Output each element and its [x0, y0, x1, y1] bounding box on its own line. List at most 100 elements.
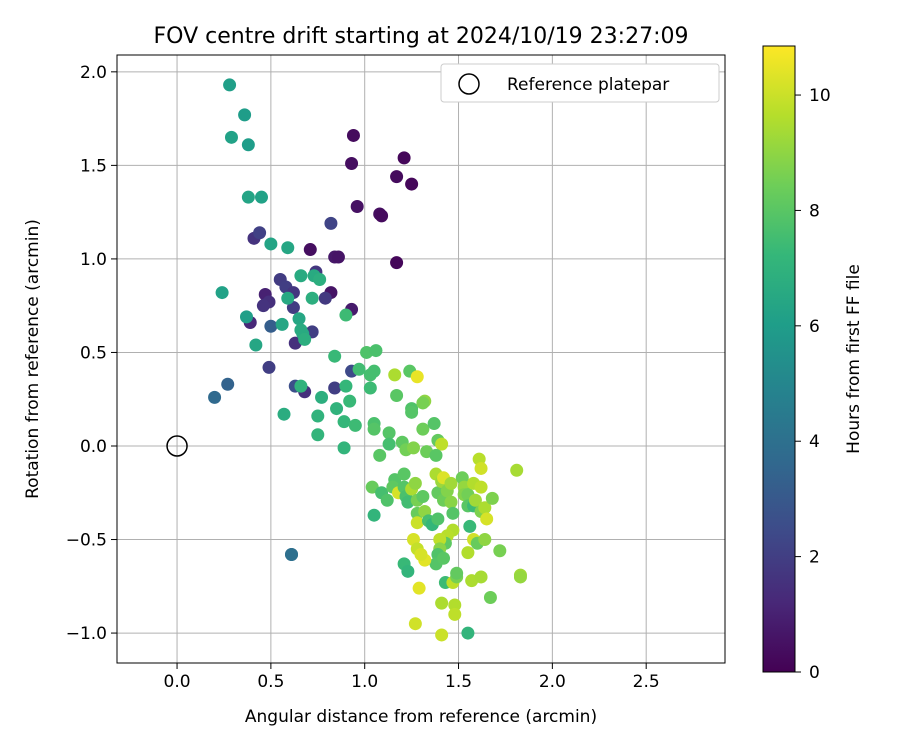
data-point: [305, 291, 319, 305]
data-point: [369, 344, 383, 358]
data-point: [410, 370, 424, 384]
data-point: [294, 379, 308, 393]
data-point: [249, 338, 263, 352]
data-point: [281, 241, 295, 255]
x-tick-label: 0.0: [164, 672, 191, 692]
data-point: [510, 463, 524, 477]
data-point: [315, 390, 329, 404]
data-point: [328, 349, 342, 363]
data-point: [298, 332, 312, 346]
y-tick-label: 2.0: [80, 63, 107, 83]
scatter-points: [208, 78, 527, 642]
data-point: [365, 480, 379, 494]
data-point: [435, 437, 449, 451]
data-point: [318, 291, 332, 305]
data-point: [406, 441, 420, 455]
data-point: [303, 243, 317, 257]
data-point: [367, 508, 381, 522]
data-point: [239, 310, 253, 324]
data-point: [388, 368, 402, 382]
data-point: [337, 415, 351, 429]
data-point: [275, 317, 289, 331]
legend: Reference platepar: [440, 63, 720, 103]
data-point: [416, 396, 430, 410]
data-point: [208, 390, 222, 404]
data-point: [294, 269, 308, 283]
data-point: [337, 441, 351, 455]
data-point: [253, 226, 267, 240]
x-tick-label: 2.5: [633, 672, 660, 692]
y-tick-label: −0.5: [66, 531, 107, 551]
data-point: [461, 546, 475, 560]
data-point: [474, 461, 488, 475]
data-point: [444, 495, 458, 509]
data-point: [431, 512, 445, 526]
data-point: [410, 516, 424, 530]
y-tick-label: 0.0: [80, 437, 107, 457]
data-point: [285, 547, 299, 561]
colorbar-label: Hours from first FF file: [844, 264, 864, 454]
data-point: [433, 533, 447, 547]
data-point: [401, 564, 415, 578]
legend-marker-icon: [458, 73, 480, 95]
data-point: [264, 319, 278, 333]
data-point: [513, 570, 527, 584]
y-axis-ticks: −1.0 −0.5 0.0 0.5 1.0 1.5 2.0: [66, 63, 117, 644]
data-point: [446, 506, 460, 520]
data-point: [241, 138, 255, 152]
data-point: [224, 130, 238, 144]
data-point: [238, 108, 252, 122]
data-point: [221, 377, 235, 391]
legend-label: Reference platepar: [507, 75, 669, 95]
data-point: [254, 190, 268, 204]
colorbar: [762, 45, 796, 673]
data-point: [444, 476, 458, 490]
data-point: [281, 291, 295, 305]
data-point: [480, 512, 494, 526]
data-point: [339, 379, 353, 393]
y-tick-label: −1.0: [66, 624, 107, 644]
data-point: [461, 626, 475, 640]
data-point: [483, 591, 497, 605]
data-point: [390, 256, 404, 270]
grid: [117, 55, 725, 663]
data-point: [435, 628, 449, 642]
x-tick-label: 0.5: [257, 672, 284, 692]
data-point: [292, 312, 306, 326]
colorbar-tick-label: 10: [809, 86, 831, 106]
data-point: [348, 418, 362, 432]
data-point: [414, 547, 428, 561]
data-point: [367, 422, 381, 436]
colorbar-tick-label: 0: [809, 663, 820, 683]
data-point: [450, 566, 464, 580]
data-point: [373, 448, 387, 462]
data-point: [286, 301, 300, 315]
data-point: [367, 364, 381, 378]
data-point: [223, 78, 237, 92]
data-point: [311, 409, 325, 423]
y-tick-label: 1.0: [80, 250, 107, 270]
data-point: [264, 237, 278, 251]
data-point: [346, 128, 360, 142]
x-axis-label: Angular distance from reference (arcmin): [245, 707, 597, 727]
data-point: [397, 467, 411, 481]
data-point: [352, 362, 366, 376]
data-point: [412, 581, 426, 595]
y-tick-label: 0.5: [80, 343, 107, 363]
data-point: [343, 394, 357, 408]
data-point: [448, 598, 462, 612]
colorbar-tick-label: 4: [809, 432, 820, 452]
data-point: [262, 360, 276, 374]
data-point: [478, 533, 492, 547]
data-point: [405, 405, 419, 419]
chart-title: FOV centre drift starting at 2024/10/19 …: [154, 24, 689, 49]
data-point: [463, 519, 477, 533]
legend-box: [440, 63, 720, 103]
data-point: [375, 209, 389, 223]
data-point: [256, 299, 270, 313]
data-point: [330, 402, 344, 416]
data-point: [331, 250, 345, 264]
data-point: [339, 308, 353, 322]
data-point: [380, 493, 394, 507]
data-point: [408, 476, 422, 490]
